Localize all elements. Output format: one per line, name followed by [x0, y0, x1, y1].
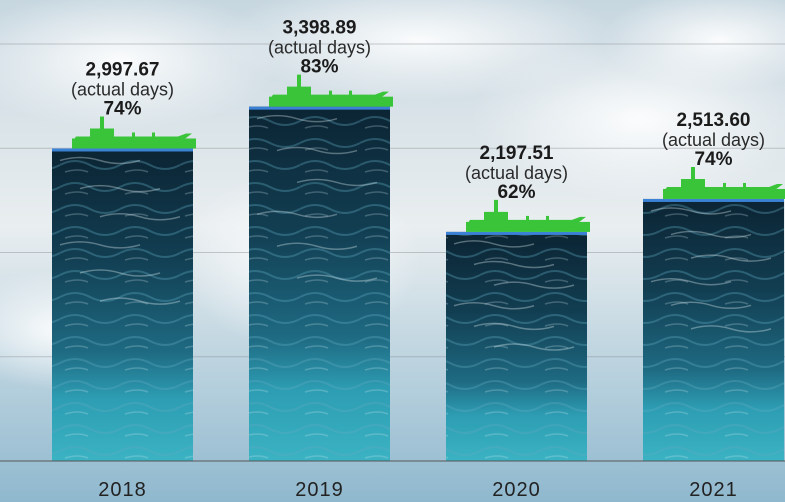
data-value-label: 2,197.51: [480, 143, 554, 164]
bar: [446, 231, 587, 461]
x-tick-label: 2021: [689, 479, 738, 501]
percent-label: 74%: [694, 149, 732, 170]
data-value-label: 2,997.67: [86, 59, 160, 80]
cargo-ship-icon: [269, 74, 393, 107]
percent-label: 74%: [103, 98, 141, 119]
bars: [52, 106, 784, 462]
unit-note-label: (actual days): [71, 79, 174, 99]
x-axis-tick-labels: 2018 2019 2020 2021: [98, 479, 738, 501]
x-tick-label: 2019: [295, 479, 344, 501]
bar: [52, 148, 193, 461]
percent-label: 83%: [300, 57, 338, 78]
data-value-label: 3,398.89: [283, 18, 357, 39]
value-labels: 2,997.67(actual days)74%3,398.89(actual …: [71, 18, 765, 203]
cargo-ship-icon: [72, 116, 196, 149]
percent-label: 62%: [497, 182, 535, 203]
x-tick-label: 2018: [98, 479, 147, 501]
ships: [72, 74, 785, 232]
cargo-ship-icon: [663, 166, 785, 199]
bar: [643, 198, 784, 461]
bar: [249, 106, 390, 462]
cargo-ship-icon: [466, 199, 590, 232]
unit-note-label: (actual days): [268, 38, 371, 58]
unit-note-label: (actual days): [465, 163, 568, 183]
x-tick-label: 2020: [492, 479, 541, 501]
data-value-label: 2,513.60: [677, 110, 751, 131]
unit-note-label: (actual days): [662, 130, 765, 150]
